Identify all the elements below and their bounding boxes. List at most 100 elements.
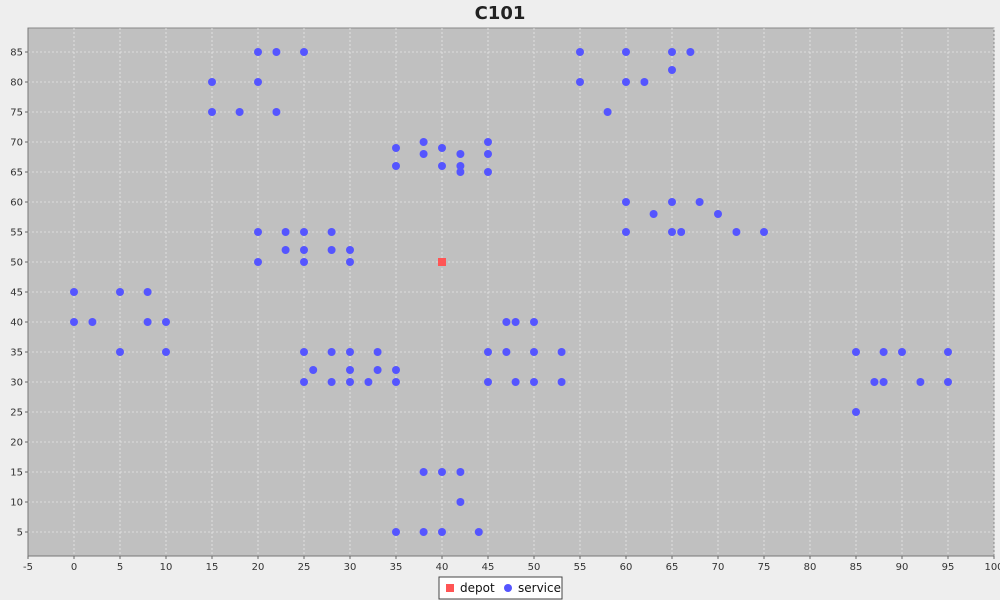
service-point: [300, 228, 308, 236]
y-tick-label: 80: [10, 78, 23, 89]
service-point: [438, 528, 446, 536]
service-point: [364, 378, 373, 386]
y-tick-label: 85: [10, 48, 23, 59]
x-tick-label: 5: [117, 562, 123, 573]
legend-label-service: service: [518, 581, 561, 595]
service-point: [640, 78, 649, 86]
service-point: [511, 318, 520, 326]
service-point: [70, 318, 78, 326]
service-point: [502, 318, 511, 326]
service-point: [162, 318, 170, 326]
y-tick-label: 55: [10, 228, 23, 239]
y-tick-label: 75: [10, 108, 23, 119]
service-point: [419, 528, 428, 536]
legend-box: [438, 576, 563, 600]
y-axis-ticks: 5 10 15 20 25 30 35 40 45 50 55 60 65 70 75 80 85: [10, 48, 28, 539]
service-point: [622, 78, 630, 86]
service-point: [870, 378, 879, 386]
service-point: [852, 408, 860, 416]
service-point: [327, 348, 336, 356]
service-point: [438, 144, 446, 152]
service-point: [484, 150, 492, 158]
service-point: [143, 288, 152, 296]
service-point: [695, 198, 704, 206]
service-point: [668, 48, 676, 56]
y-tick-label: 35: [10, 348, 23, 359]
legend: depot service: [438, 576, 563, 600]
y-tick-label: 25: [10, 408, 23, 419]
x-tick-label: -5: [23, 562, 33, 573]
depot-point: [438, 258, 446, 266]
service-point: [254, 48, 262, 56]
legend-depot-marker: [446, 584, 454, 592]
x-tick-label: 15: [206, 562, 219, 573]
x-tick-label: 95: [942, 562, 955, 573]
service-point: [300, 48, 308, 56]
service-point: [456, 168, 465, 176]
service-point: [530, 378, 538, 386]
x-tick-label: 60: [620, 562, 633, 573]
legend-label-depot: depot: [460, 581, 495, 595]
y-tick-label: 60: [10, 198, 23, 209]
x-tick-label: 80: [804, 562, 817, 573]
service-point: [143, 318, 152, 326]
service-point: [879, 348, 888, 356]
service-point: [116, 348, 124, 356]
service-point: [944, 378, 952, 386]
service-point: [392, 528, 400, 536]
service-point: [438, 162, 446, 170]
service-point: [300, 258, 308, 266]
service-point: [300, 348, 308, 356]
service-point: [162, 348, 170, 356]
x-tick-label: 65: [666, 562, 679, 573]
service-point: [272, 108, 281, 116]
y-tick-label: 50: [10, 258, 23, 269]
service-point: [373, 348, 382, 356]
service-point: [281, 246, 290, 254]
service-point: [916, 378, 925, 386]
service-point: [686, 48, 695, 56]
service-point: [484, 138, 492, 146]
x-tick-label: 0: [71, 562, 77, 573]
service-point: [714, 210, 722, 218]
legend-service-marker: [504, 584, 512, 592]
x-tick-label: 85: [850, 562, 863, 573]
service-point: [576, 78, 584, 86]
x-tick-label: 25: [298, 562, 311, 573]
service-point: [944, 348, 952, 356]
service-point: [346, 258, 354, 266]
service-point: [419, 468, 428, 476]
service-point: [346, 246, 354, 254]
service-point: [677, 228, 686, 236]
x-tick-label: 20: [252, 562, 265, 573]
x-tick-label: 35: [390, 562, 403, 573]
service-point: [456, 150, 465, 158]
service-point: [309, 366, 318, 374]
service-point: [622, 228, 630, 236]
x-axis-ticks: -5 0 5 10 15 20 25 30 35 40 45 50 55 60 65 70 75 80 85 90 95…: [23, 556, 1000, 573]
service-point: [456, 498, 465, 506]
service-point: [327, 246, 336, 254]
service-point: [484, 378, 492, 386]
service-point: [879, 378, 888, 386]
service-point: [392, 144, 400, 152]
service-point: [419, 138, 428, 146]
y-tick-label: 5: [17, 528, 23, 539]
y-tick-label: 65: [10, 168, 23, 179]
x-tick-label: 30: [344, 562, 357, 573]
y-tick-label: 45: [10, 288, 23, 299]
service-point: [668, 66, 676, 74]
service-point: [668, 228, 676, 236]
y-tick-label: 40: [10, 318, 23, 329]
service-point: [392, 366, 400, 374]
service-point: [346, 348, 354, 356]
service-point: [346, 378, 354, 386]
service-point: [392, 378, 400, 386]
service-point: [300, 378, 308, 386]
x-tick-label: 90: [896, 562, 909, 573]
service-point: [208, 108, 216, 116]
x-tick-label: 50: [528, 562, 541, 573]
service-point: [392, 162, 400, 170]
service-point: [272, 48, 281, 56]
service-point: [530, 318, 538, 326]
